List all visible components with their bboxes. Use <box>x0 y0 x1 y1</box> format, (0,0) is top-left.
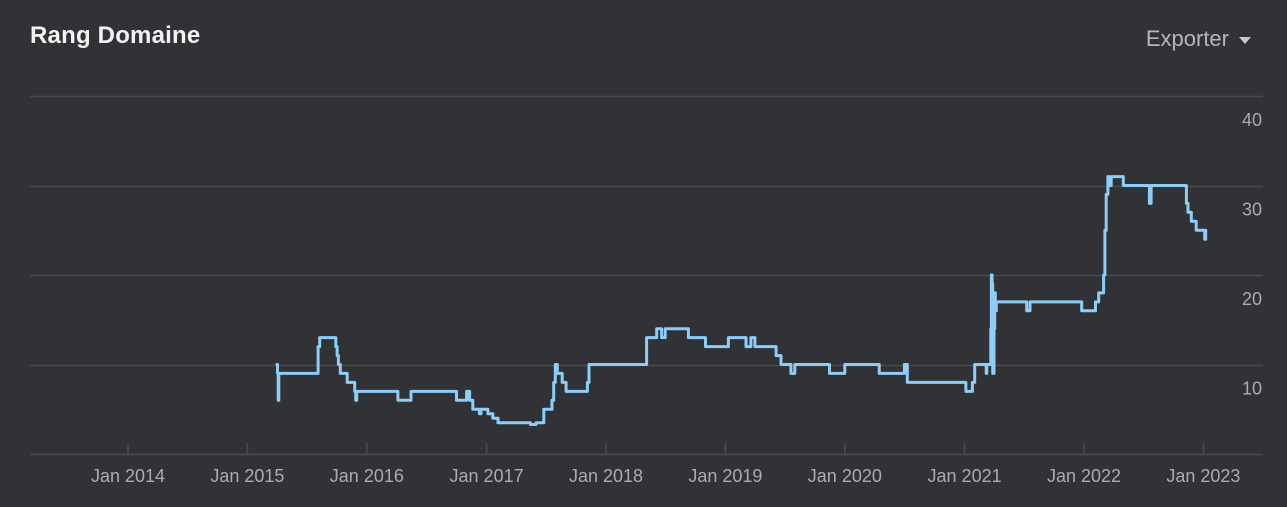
x-tick-label-2019: Jan 2019 <box>688 466 762 486</box>
x-tick-label-2015: Jan 2015 <box>210 466 284 486</box>
x-tick-label-2016: Jan 2016 <box>330 466 404 486</box>
x-tick-label-2020: Jan 2020 <box>808 466 882 486</box>
export-dropdown-button[interactable]: Exporter <box>1146 26 1251 52</box>
grid-lines <box>30 95 1263 367</box>
x-tick-label-2022: Jan 2022 <box>1047 466 1121 486</box>
x-tick-label-2018: Jan 2018 <box>569 466 643 486</box>
caret-down-icon <box>1239 37 1251 44</box>
series-layer <box>275 175 1208 426</box>
x-tick-label-2021: Jan 2021 <box>928 466 1002 486</box>
y-tick-label-40: 40 <box>1242 110 1262 130</box>
x-tick-label-2017: Jan 2017 <box>450 466 524 486</box>
y-tick-label-30: 30 <box>1242 200 1262 220</box>
x-axis-labels: Jan 2014 Jan 2015 Jan 2016 Jan 2017 Jan 2018… <box>91 466 1240 486</box>
chart-title: Rang Domaine <box>30 22 201 49</box>
y-axis-labels: 10 20 30 40 <box>1242 110 1262 399</box>
export-label: Exporter <box>1145 26 1229 51</box>
y-tick-label-10: 10 <box>1242 379 1262 399</box>
x-axis <box>30 443 1263 456</box>
y-tick-label-20: 20 <box>1242 289 1262 309</box>
series-line-0 <box>275 175 1208 426</box>
x-tick-label-2014: Jan 2014 <box>91 466 165 486</box>
x-tick-label-2023: Jan 2023 <box>1166 466 1240 486</box>
